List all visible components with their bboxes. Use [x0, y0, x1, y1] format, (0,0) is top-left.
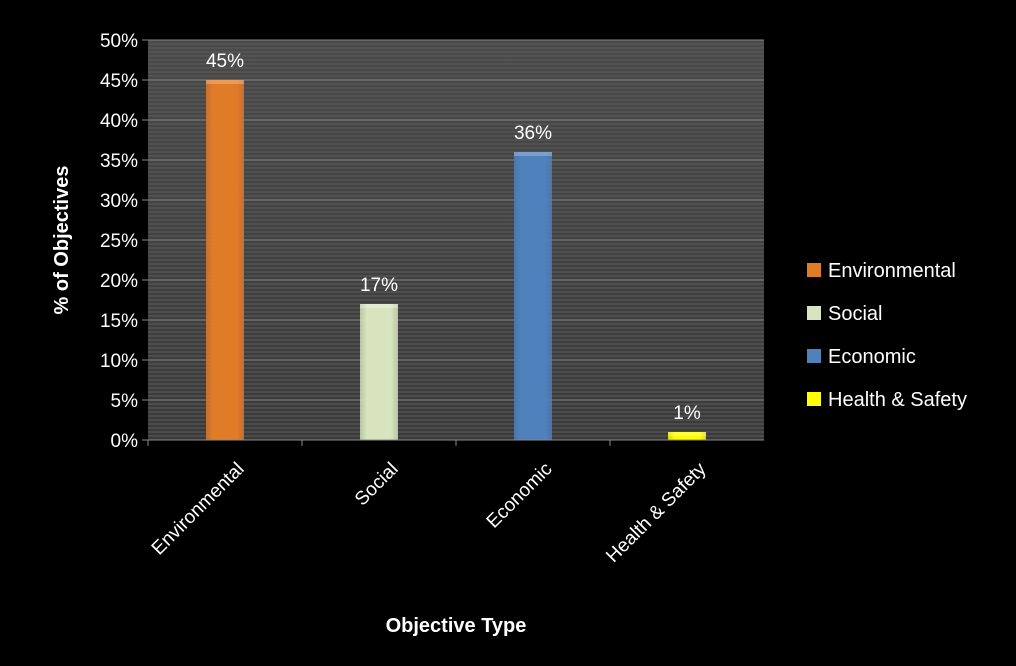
y-axis-tick-labels: 0% 5% 10% 15% 20% 25% 30% 35% 40% 45% 50% [100, 31, 138, 452]
legend-label: Economic [828, 346, 916, 368]
data-label: 36% [514, 123, 552, 144]
minor-gridlines [148, 43, 764, 437]
bar-environmental [206, 80, 244, 440]
y-tick-label: 40% [100, 111, 138, 132]
y-tick-label: 15% [100, 311, 138, 332]
bar-bevel [206, 80, 244, 84]
major-gridlines [142, 39, 764, 441]
y-tick-label: 25% [100, 231, 138, 252]
bar-economic [514, 152, 552, 440]
legend-swatch [807, 263, 821, 277]
legend-label: Environmental [828, 260, 956, 282]
bar-health-safety [668, 432, 706, 440]
legend: Environmental Social Economic Health & Safe… [807, 260, 967, 411]
y-tick-label: 50% [100, 31, 138, 52]
y-axis-title: % of Objectives [51, 166, 73, 315]
bars [206, 80, 706, 440]
bar-social [360, 304, 398, 440]
data-labels: 45% 17% 36% 1% [206, 51, 701, 424]
y-tick-label: 30% [100, 191, 138, 212]
bar-bevel [668, 432, 706, 436]
y-tick-label: 10% [100, 351, 138, 372]
x-tick-label: Social [351, 459, 402, 510]
x-axis-title: Objective Type [386, 615, 527, 637]
y-tick-label: 5% [111, 391, 139, 412]
x-axis-tick-labels: Environmental Social Economic Health & Safe… [147, 440, 711, 567]
y-tick-label: 45% [100, 71, 138, 92]
legend-swatch [807, 392, 821, 406]
x-tick-label: Health & Safety [602, 458, 711, 567]
x-tick-label: Environmental [148, 459, 249, 560]
y-tick-label: 20% [100, 271, 138, 292]
data-label: 17% [360, 275, 398, 296]
data-label: 1% [673, 403, 701, 424]
y-tick-label: 35% [100, 151, 138, 172]
y-tick-label: 0% [111, 431, 139, 452]
bar-bevel [514, 152, 552, 156]
legend-label: Health & Safety [828, 389, 967, 411]
legend-label: Social [828, 303, 882, 325]
legend-swatch [807, 349, 821, 363]
bar-bevel [360, 304, 398, 308]
x-tick-label: Economic [483, 459, 557, 533]
legend-swatch [807, 306, 821, 320]
data-label: 45% [206, 51, 244, 72]
